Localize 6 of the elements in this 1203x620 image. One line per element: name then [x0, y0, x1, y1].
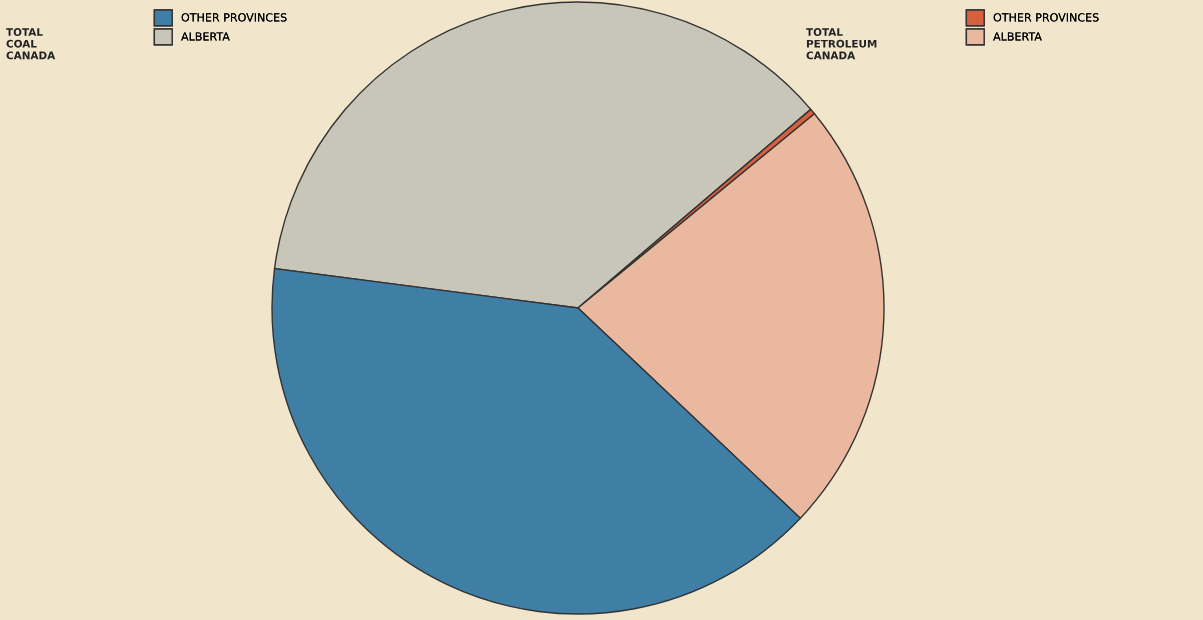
- legend-label: OTHER PROVINCES: [181, 13, 287, 22]
- legend-label: ALBERTA: [181, 32, 230, 41]
- text: TOTAL COAL CANADA: [6, 28, 56, 60]
- legend-label: OTHER PROVINCES: [993, 13, 1099, 22]
- text: TOTAL PETROLEUM CANADA: [806, 28, 877, 60]
- legend-label: ALBERTA: [993, 32, 1042, 41]
